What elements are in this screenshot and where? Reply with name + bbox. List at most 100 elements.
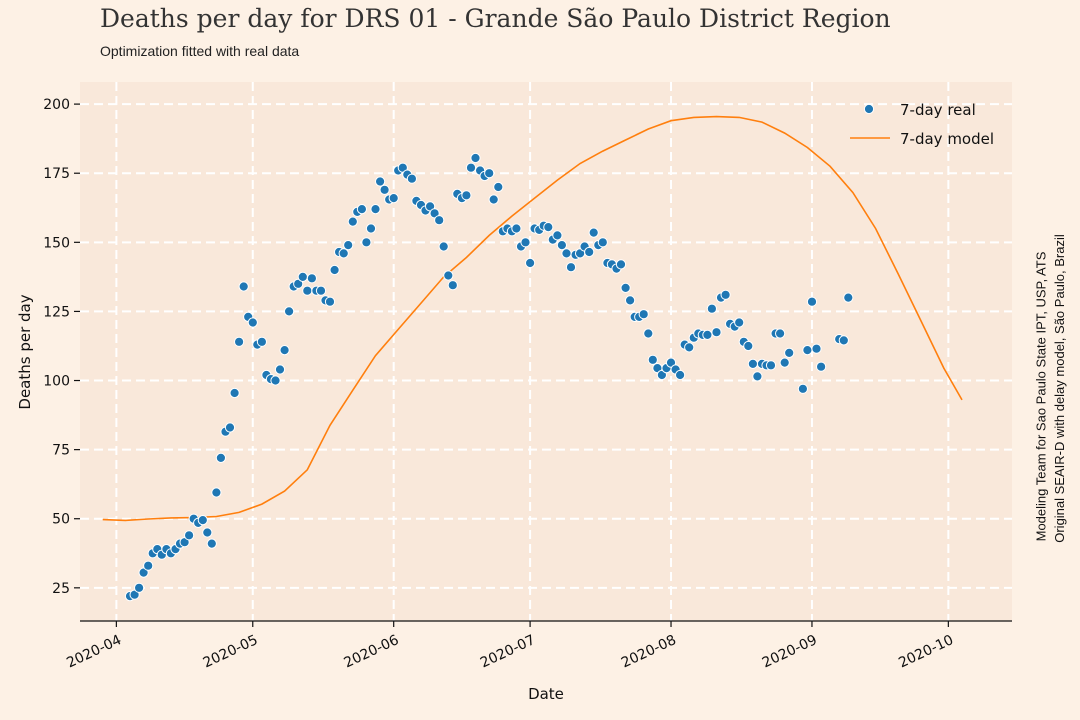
data-point — [588, 227, 599, 238]
data-point — [247, 317, 258, 328]
data-point — [470, 152, 481, 164]
data-point — [338, 248, 349, 259]
data-point — [720, 289, 731, 300]
data-point — [779, 357, 790, 368]
data-point — [743, 340, 754, 352]
data-point — [656, 369, 668, 381]
data-point — [684, 342, 695, 353]
data-point — [356, 204, 367, 215]
data-point — [279, 345, 290, 356]
data-point — [284, 306, 295, 317]
data-point — [625, 295, 636, 306]
data-point — [370, 204, 381, 215]
data-point — [306, 273, 317, 284]
data-point — [211, 487, 222, 498]
data-point — [493, 181, 504, 193]
x-tick-label: 2020-10 — [896, 632, 956, 671]
data-point — [488, 194, 499, 205]
data-point — [647, 354, 658, 365]
real-series — [124, 152, 854, 602]
data-point — [806, 296, 818, 307]
data-point — [302, 285, 313, 296]
data-point — [461, 190, 472, 201]
data-point — [434, 215, 445, 226]
gridlines — [80, 82, 1012, 621]
data-point — [643, 328, 654, 339]
data-point — [747, 358, 759, 369]
x-tick-label: 2020-09 — [760, 632, 820, 671]
data-point — [665, 357, 677, 368]
x-tick-label: 2020-08 — [619, 632, 679, 671]
data-point — [293, 278, 304, 289]
data-point — [543, 222, 554, 233]
y-tick-label: 100 — [43, 374, 70, 390]
data-point — [620, 282, 631, 293]
y-tick-label: 175 — [43, 166, 70, 182]
data-point — [484, 168, 495, 179]
data-point — [138, 567, 149, 578]
data-point — [638, 309, 649, 320]
chart-title: Deaths per day for DRS 01 - Grande São P… — [100, 4, 891, 33]
data-point — [565, 262, 577, 273]
data-point — [347, 216, 358, 227]
x-tick-label: 2020-04 — [64, 632, 124, 671]
data-point — [184, 530, 195, 541]
data-point — [429, 208, 440, 219]
legend-marker-real — [863, 103, 875, 115]
y-tick-label: 50 — [52, 512, 70, 528]
data-point — [811, 343, 822, 354]
data-point — [274, 364, 286, 375]
data-point — [816, 361, 827, 372]
y-axis-label: Deaths per day — [16, 294, 34, 409]
data-point — [329, 264, 340, 276]
data-point — [752, 371, 763, 382]
model-series — [102, 115, 963, 522]
data-point — [702, 329, 713, 340]
data-point — [388, 193, 399, 204]
data-point — [361, 237, 372, 248]
y-tick-label: 150 — [43, 235, 70, 251]
data-point — [224, 422, 236, 433]
data-point — [215, 452, 226, 463]
data-point — [206, 538, 217, 549]
data-point — [734, 317, 745, 328]
x-tick-label: 2020-05 — [201, 632, 261, 671]
legend: 7-day real 7-day model — [850, 101, 994, 148]
data-point — [406, 173, 417, 184]
data-point — [615, 259, 627, 270]
data-point — [143, 560, 154, 571]
data-point — [134, 582, 145, 593]
data-point — [315, 285, 327, 296]
x-axis-label: Date — [528, 685, 564, 703]
chart-subtitle: Optimization fitted with real data — [100, 43, 300, 59]
legend-label-model: 7-day model — [900, 130, 994, 148]
data-point — [202, 527, 213, 538]
data-point — [706, 303, 718, 314]
data-point — [379, 184, 390, 195]
x-tick-label: 2020-07 — [478, 632, 538, 671]
data-point — [375, 176, 386, 187]
data-point — [438, 241, 449, 252]
data-point — [775, 328, 786, 339]
data-point — [802, 345, 813, 356]
data-point — [675, 369, 686, 381]
y-tick-label: 125 — [43, 304, 70, 320]
data-point — [297, 271, 308, 282]
data-point — [797, 383, 809, 394]
data-point — [597, 237, 608, 248]
y-tick-label: 200 — [43, 97, 70, 113]
data-point — [465, 162, 477, 173]
data-point — [525, 257, 536, 269]
data-point — [270, 375, 281, 386]
data-point — [556, 240, 568, 251]
data-point — [584, 246, 595, 258]
data-point — [765, 360, 777, 371]
data-point — [520, 237, 531, 248]
data-point — [838, 335, 849, 346]
model-line — [102, 115, 963, 522]
data-point — [365, 223, 377, 234]
data-point — [552, 230, 563, 241]
data-point — [234, 336, 245, 347]
y-tick-label: 75 — [52, 443, 70, 459]
